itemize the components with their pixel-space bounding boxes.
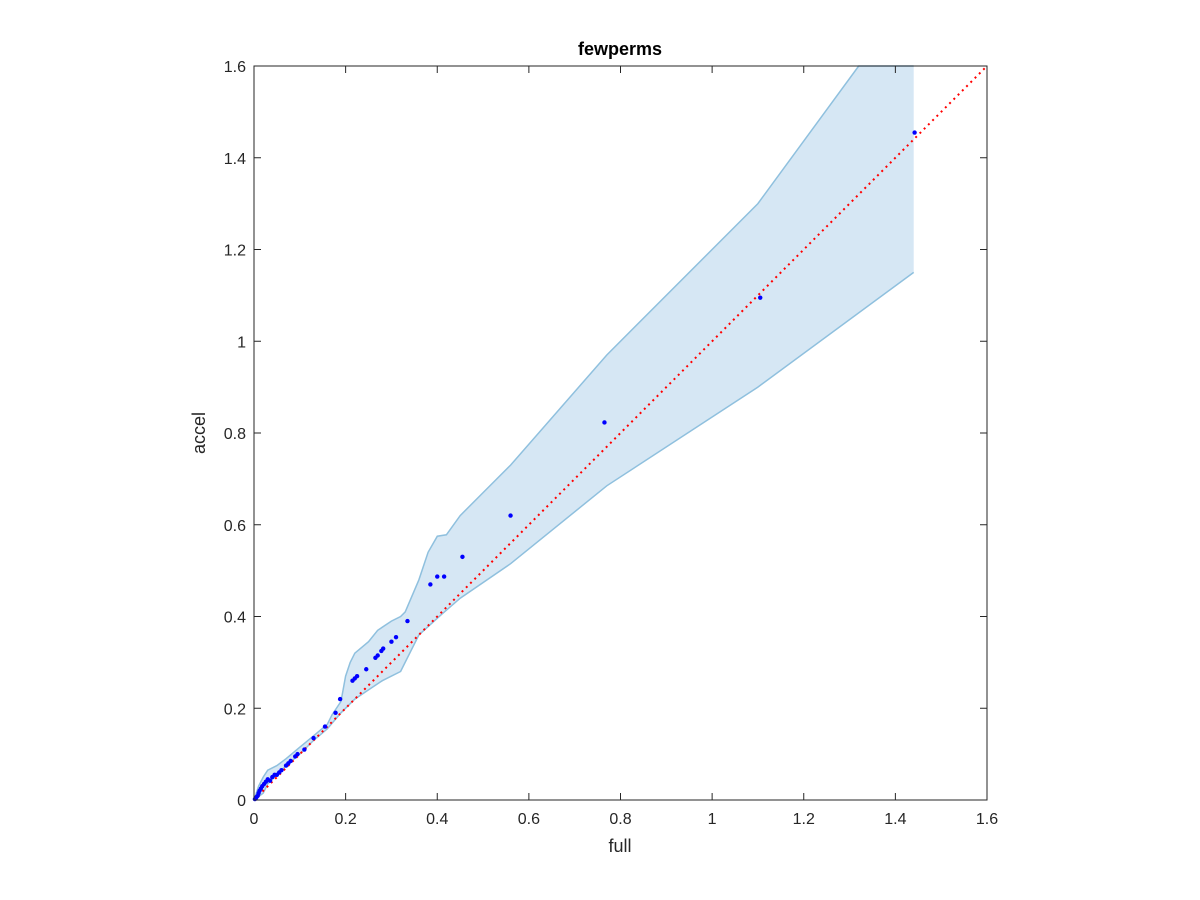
x-tick-label: 0.4	[426, 811, 448, 828]
y-tick-label: 1	[237, 334, 246, 351]
scatter-points-layer	[252, 130, 917, 802]
y-tick-label: 1.2	[224, 243, 246, 260]
data-point	[428, 582, 433, 587]
data-point	[435, 574, 440, 579]
reference-line	[253, 65, 988, 801]
x-tick-label: 0	[250, 811, 259, 828]
x-tick-label: 1	[708, 811, 717, 828]
data-point	[311, 735, 316, 741]
data-point	[354, 673, 360, 679]
x-tick-label: 0.6	[518, 811, 540, 828]
data-point	[295, 751, 300, 757]
data-point	[333, 710, 338, 716]
data-point	[460, 554, 465, 560]
data-point	[375, 653, 380, 658]
y-axis-label: accel	[189, 412, 209, 454]
x-tick-label: 1.6	[976, 811, 998, 828]
data-point	[441, 574, 447, 579]
y-tick-label: 0.2	[224, 701, 246, 718]
data-point	[279, 767, 284, 773]
x-tick-label: 0.2	[335, 811, 357, 828]
x-tick-label: 1.2	[793, 811, 815, 828]
y-tick-label: 0.8	[224, 426, 246, 443]
data-point	[912, 130, 917, 135]
data-point	[405, 618, 410, 624]
reference-line-layer	[253, 65, 988, 801]
y-tick-label: 1.6	[224, 59, 246, 76]
y-tick-label: 0.6	[224, 518, 246, 535]
x-axis: 0 0.2 0.4 0.6 0.8 1 1.2 1.4 1.6	[250, 66, 998, 828]
data-point	[322, 724, 328, 729]
confidence-band-fill	[254, 66, 914, 800]
data-point	[393, 634, 399, 640]
x-tick-label: 1.4	[884, 811, 906, 828]
data-point	[758, 295, 763, 300]
data-point	[389, 639, 394, 644]
data-point	[288, 758, 293, 764]
confidence-band-upper-edge	[253, 65, 914, 801]
y-tick-label: 0	[237, 793, 246, 810]
y-axis: 0 0.2 0.4 0.6 0.8 1 1.2 1.4 1.6	[224, 59, 987, 810]
data-point	[380, 646, 386, 651]
data-point	[508, 513, 513, 518]
x-axis-label: full	[608, 836, 631, 856]
data-point	[267, 778, 273, 783]
y-tick-label: 0.4	[224, 610, 246, 627]
y-tick-label: 1.4	[224, 151, 246, 168]
x-tick-label: 0.8	[609, 811, 631, 828]
data-point	[602, 420, 607, 425]
data-point	[302, 747, 307, 752]
data-point	[337, 696, 343, 702]
data-point	[364, 667, 369, 672]
chart-title: fewperms	[578, 39, 662, 59]
